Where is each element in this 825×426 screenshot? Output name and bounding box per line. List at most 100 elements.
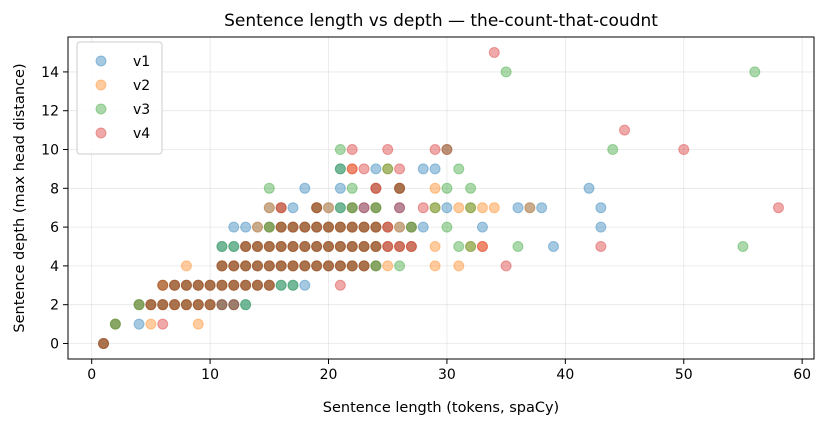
data-point [240,279,252,291]
data-point [311,202,323,214]
data-point [334,240,346,252]
data-point [299,260,311,272]
data-point [772,202,784,214]
data-point [394,182,406,194]
data-point [192,299,204,311]
data-point [275,202,287,214]
data-point [287,240,299,252]
legend-label: v1 [133,54,150,70]
data-point [346,163,358,175]
x-tick-label: 10 [201,367,219,383]
data-point [287,279,299,291]
data-point [251,221,263,233]
data-point [263,260,275,272]
data-point [476,221,488,233]
data-point [465,202,477,214]
data-point [157,299,169,311]
data-point [204,279,216,291]
data-point [358,221,370,233]
data-point [370,260,382,272]
data-point [275,260,287,272]
data-point [394,240,406,252]
data-point [370,182,382,194]
legend-marker [95,103,107,115]
data-point [240,240,252,252]
data-point [488,47,500,59]
data-point [204,299,216,311]
data-point [370,221,382,233]
data-point [251,260,263,272]
data-point [109,318,121,330]
data-point [216,299,228,311]
data-point [263,221,275,233]
data-point [228,279,240,291]
data-point [169,299,181,311]
data-point [358,260,370,272]
data-point [169,279,181,291]
data-point [275,279,287,291]
data-point [370,240,382,252]
data-point [358,240,370,252]
data-point [287,240,299,252]
data-point [346,163,358,175]
legend-label: v2 [133,78,150,94]
data-point [204,299,216,311]
data-point [299,279,311,291]
data-point [251,260,263,272]
data-point [240,240,252,252]
data-point [358,260,370,272]
data-point [287,221,299,233]
data-point [157,299,169,311]
data-point [204,299,216,311]
data-point [323,202,335,214]
data-point [228,260,240,272]
data-point [524,202,536,214]
data-point [311,240,323,252]
data-point [429,202,441,214]
data-point [334,279,346,291]
data-point [263,221,275,233]
data-point [275,240,287,252]
data-point [370,163,382,175]
data-point [607,144,619,156]
data-point [346,240,358,252]
data-point [263,240,275,252]
data-point [299,260,311,272]
data-point [228,240,240,252]
data-point [192,279,204,291]
data-point [240,260,252,272]
data-point [346,182,358,194]
data-point [358,221,370,233]
data-point [311,221,323,233]
data-point [417,221,429,233]
x-tick-label: 40 [556,367,574,383]
data-point [287,240,299,252]
data-point [251,240,263,252]
chart-title: Sentence length vs depth — the-count-tha… [224,11,658,31]
data-point [429,240,441,252]
data-point [382,163,394,175]
data-point [263,279,275,291]
data-point [299,240,311,252]
data-point [133,318,145,330]
data-point [370,240,382,252]
data-point [216,299,228,311]
legend-marker [95,79,107,91]
data-point [370,202,382,214]
data-point [180,299,192,311]
data-point [109,318,121,330]
series-v1 [98,163,607,349]
data-point [334,163,346,175]
data-point [441,221,453,233]
data-point [240,299,252,311]
data-point [394,260,406,272]
data-point [98,337,110,349]
data-point [524,202,536,214]
data-point [228,260,240,272]
data-point [346,240,358,252]
data-point [216,279,228,291]
data-point [370,221,382,233]
data-point [251,240,263,252]
data-point [204,299,216,311]
